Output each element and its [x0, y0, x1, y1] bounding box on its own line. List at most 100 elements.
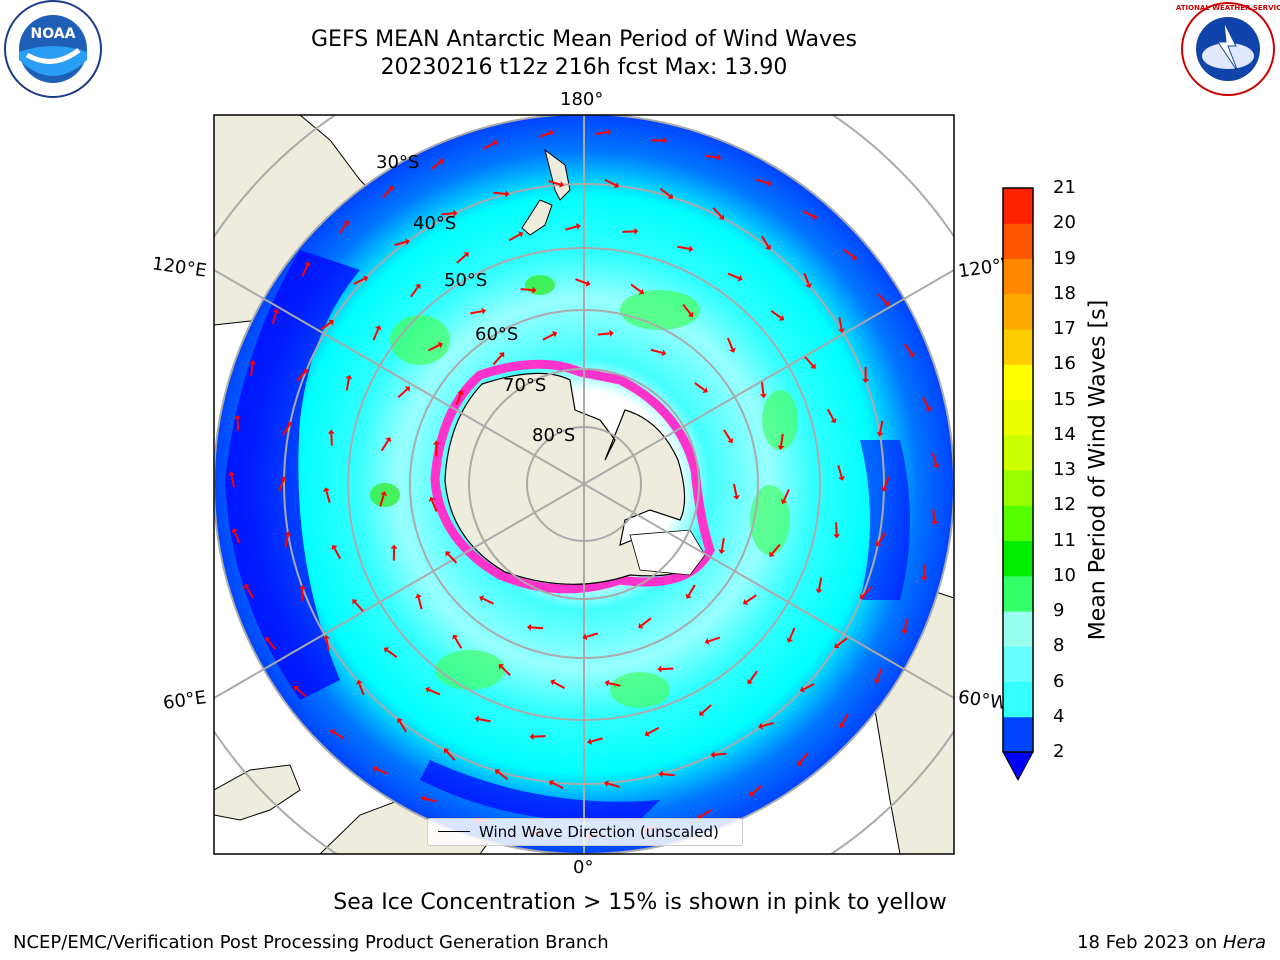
- wind-arrow-head: [851, 254, 857, 260]
- wind-arrow: [802, 210, 815, 218]
- wind-arrow: [694, 382, 706, 391]
- wind-arrow: [470, 310, 483, 315]
- wind-arrow-head: [286, 421, 293, 427]
- wind-arrow: [430, 160, 442, 170]
- colorbar-segment: [1003, 258, 1033, 295]
- wind-arrow-head: [323, 487, 330, 493]
- wind-arrow-head: [385, 437, 392, 443]
- wind-arrow-head: [812, 213, 818, 220]
- wind-arrow: [542, 333, 555, 341]
- wind-arrow: [553, 681, 566, 689]
- wind-arrow-head: [685, 593, 692, 599]
- wind-arrow: [877, 293, 888, 304]
- wind-arrow-head: [243, 583, 250, 590]
- wind-arrow-head: [710, 751, 715, 759]
- wind-arrow: [482, 597, 495, 605]
- wind-arrow: [760, 382, 765, 395]
- wind-arrow: [604, 178, 617, 187]
- wind-arrow-head: [932, 463, 940, 469]
- wind-arrow-head: [323, 634, 330, 640]
- wind-arrow-head: [732, 495, 740, 500]
- wind-arrow-head: [658, 770, 663, 778]
- wind-arrow-head: [457, 390, 464, 395]
- wind-arrow: [454, 637, 463, 649]
- wind-arrow-head: [769, 551, 775, 557]
- wind-arrow: [700, 809, 712, 818]
- colorbar-segment: [1003, 646, 1033, 682]
- wind-arrow: [726, 337, 734, 350]
- wind-arrow-head: [474, 715, 480, 723]
- colorbar-tick: 13: [1053, 459, 1076, 480]
- wind-arrow-head: [884, 300, 890, 306]
- colorbar-tick: 10: [1053, 564, 1076, 586]
- wind-arrow-head: [778, 315, 785, 321]
- wind-arrow: [659, 187, 671, 197]
- wind-arrow-head: [604, 679, 610, 687]
- wind-arrow: [538, 132, 551, 138]
- wind-arrow: [284, 535, 289, 548]
- wind-arrow-head: [452, 634, 459, 640]
- wind-arrow: [376, 768, 388, 775]
- wind-arrow: [483, 142, 495, 150]
- wind-arrow: [500, 666, 511, 676]
- wind-arrow-head: [575, 223, 581, 230]
- wind-arrow: [708, 636, 721, 643]
- lat-label-80: 80°S: [532, 425, 576, 446]
- wind-arrow: [338, 223, 348, 235]
- wind-arrow-head: [873, 678, 881, 684]
- wind-arrow-head: [481, 307, 487, 315]
- wind-wave-arrows: [228, 128, 940, 840]
- wind-arrow-head: [687, 311, 694, 318]
- wind-arrow-head: [415, 283, 421, 290]
- colorbar: [1002, 187, 1034, 782]
- wind-arrow-head: [862, 379, 870, 384]
- wind-arrow: [607, 782, 620, 788]
- colorbar-segment: [1003, 540, 1033, 577]
- wind-arrow-head: [657, 665, 662, 673]
- colorbar-tick: 6: [1053, 670, 1065, 692]
- colorbar-segment: [1003, 575, 1033, 612]
- wind-arrow-head: [875, 541, 882, 547]
- wind-arrow: [788, 627, 796, 640]
- wind-arrow: [456, 254, 467, 264]
- wind-arrow-head: [718, 214, 725, 220]
- wind-arrow-head: [231, 528, 238, 534]
- colorbar-tick: 15: [1053, 388, 1076, 410]
- colorbar-segment: [1003, 434, 1033, 471]
- wind-arrow: [862, 586, 872, 597]
- colorbar-tick: 19: [1053, 247, 1076, 269]
- wind-arrow: [267, 639, 277, 650]
- wind-arrow: [332, 731, 345, 740]
- wind-arrow: [761, 235, 770, 248]
- wind-arrow: [843, 248, 855, 258]
- wind-arrow-head: [272, 308, 280, 314]
- wind-arrow: [877, 532, 886, 544]
- wind-arrow-head: [428, 496, 436, 502]
- wind-arrow-head: [265, 636, 271, 643]
- wind-arrow: [296, 687, 307, 698]
- wind-arrow: [410, 286, 419, 298]
- wind-arrow-head: [405, 238, 410, 246]
- wind-arrow-head: [372, 765, 378, 773]
- wind-arrow: [818, 577, 823, 590]
- wind-arrow: [565, 225, 578, 231]
- wind-arrow-head: [727, 438, 734, 444]
- credit-right: 18 Feb 2023 on Hera: [1077, 932, 1266, 953]
- wind-arrow-head: [396, 718, 403, 724]
- svg-text:NATIONAL WEATHER SERVICE: NATIONAL WEATHER SERVICE: [1176, 4, 1280, 12]
- ice-shelf: [629, 529, 706, 576]
- wind-arrow: [701, 704, 712, 714]
- wind-arrow-head: [830, 418, 837, 424]
- wind-arrow-head: [718, 549, 726, 554]
- wind-arrow: [497, 771, 509, 781]
- colorbar-segment: [1003, 293, 1033, 330]
- wind-arrow: [520, 288, 533, 292]
- wind-arrow-head: [302, 368, 308, 375]
- wind-arrow: [250, 363, 254, 377]
- wind-arrow-head: [860, 593, 866, 600]
- wind-arrow: [595, 131, 608, 136]
- wind-arrow-head: [498, 352, 505, 358]
- wind-arrow: [320, 321, 332, 331]
- wind-arrow-head: [443, 748, 450, 754]
- wind-arrow: [903, 618, 909, 631]
